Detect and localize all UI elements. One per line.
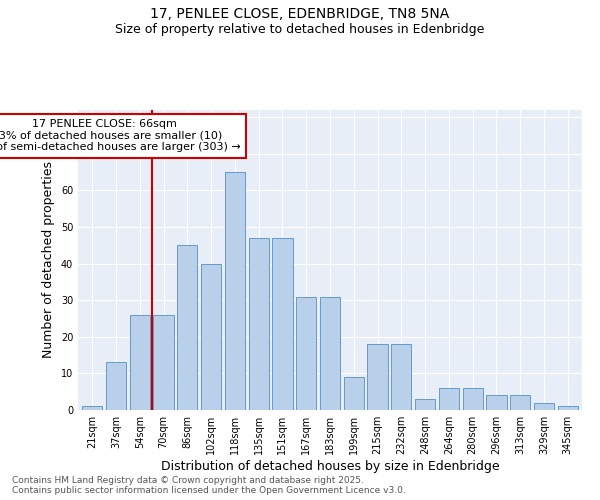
X-axis label: Distribution of detached houses by size in Edenbridge: Distribution of detached houses by size …: [161, 460, 499, 473]
Bar: [463, 388, 483, 410]
Bar: [177, 246, 197, 410]
Bar: [344, 377, 364, 410]
Bar: [106, 362, 126, 410]
Bar: [487, 396, 506, 410]
Bar: [272, 238, 293, 410]
Text: Contains HM Land Registry data © Crown copyright and database right 2025.
Contai: Contains HM Land Registry data © Crown c…: [12, 476, 406, 495]
Bar: [534, 402, 554, 410]
Bar: [439, 388, 459, 410]
Text: 17, PENLEE CLOSE, EDENBRIDGE, TN8 5NA: 17, PENLEE CLOSE, EDENBRIDGE, TN8 5NA: [151, 8, 449, 22]
Bar: [130, 315, 150, 410]
Bar: [201, 264, 221, 410]
Bar: [391, 344, 412, 410]
Bar: [415, 399, 435, 410]
Bar: [320, 296, 340, 410]
Text: 17 PENLEE CLOSE: 66sqm
← 3% of detached houses are smaller (10)
96% of semi-deta: 17 PENLEE CLOSE: 66sqm ← 3% of detached …: [0, 119, 241, 152]
Bar: [557, 406, 578, 410]
Y-axis label: Number of detached properties: Number of detached properties: [42, 162, 55, 358]
Bar: [367, 344, 388, 410]
Bar: [248, 238, 269, 410]
Bar: [154, 315, 173, 410]
Bar: [296, 296, 316, 410]
Bar: [225, 172, 245, 410]
Text: Size of property relative to detached houses in Edenbridge: Size of property relative to detached ho…: [115, 22, 485, 36]
Bar: [510, 396, 530, 410]
Bar: [82, 406, 103, 410]
